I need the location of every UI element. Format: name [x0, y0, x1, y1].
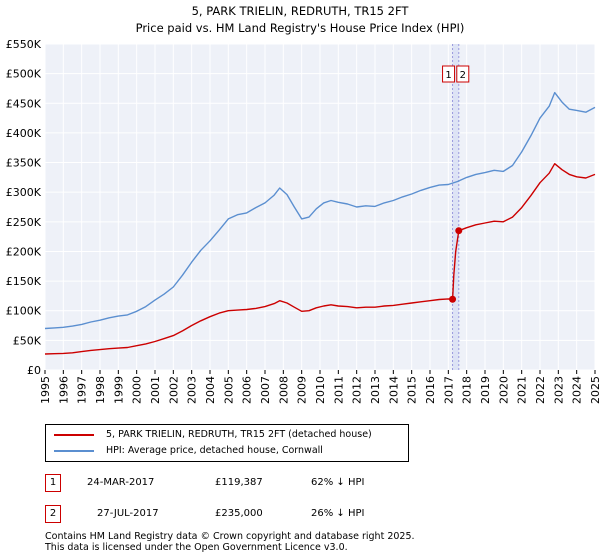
x-tick-label: 2010	[314, 376, 327, 404]
transaction-date: 27-JUL-2017	[97, 508, 159, 519]
x-tick-label: 2004	[204, 376, 217, 404]
series-lines	[44, 91, 596, 355]
x-tick-label: 2013	[369, 376, 382, 404]
legend-item-price: 5, PARK TRIELIN, REDRUTH, TR15 2FT (deta…	[54, 427, 372, 443]
y-tick-label: £350K	[6, 157, 42, 170]
legend-swatch-hpi	[54, 449, 94, 452]
x-tick-label: 2007	[259, 376, 272, 404]
x-tick-label: 2014	[387, 376, 400, 404]
x-tick-label: 2017	[442, 376, 455, 404]
transaction-label: 2	[460, 70, 466, 81]
transaction-shaded-band	[452, 44, 459, 370]
y-tick-label: £400K	[6, 127, 42, 140]
x-tick-label: 2016	[424, 376, 437, 404]
footer-line-2: This data is licensed under the Open Gov…	[45, 542, 348, 553]
legend-label-price: 5, PARK TRIELIN, REDRUTH, TR15 2FT (deta…	[106, 429, 372, 440]
y-tick-label: £450K	[6, 97, 42, 110]
transaction-price: £119,387	[215, 477, 263, 488]
x-tick-label: 2018	[461, 376, 474, 404]
transaction-badge: 2	[45, 505, 61, 523]
legend: 5, PARK TRIELIN, REDRUTH, TR15 2FT (deta…	[45, 424, 409, 462]
transaction-row: 1 24-MAR-2017 £119,387 62% ↓ HPI	[45, 473, 565, 493]
transaction-hpi-note: 62% ↓ HPI	[311, 477, 365, 488]
attribution-footer: Contains HM Land Registry data © Crown c…	[45, 531, 415, 553]
y-axis: £0 £50K £100K £150K £200K £250K £300K £350K £400…	[6, 38, 42, 377]
x-tick-label: 2005	[222, 376, 235, 404]
hpi-series-line	[44, 91, 596, 330]
x-tick-label: 1995	[39, 376, 52, 404]
x-tick-label: 1998	[94, 376, 107, 404]
x-axis: 1995 1996 1997 1998 1999 2000 2001 2002 2003 2004…	[39, 370, 600, 404]
x-tick-label: 2012	[351, 376, 364, 404]
transaction-row: 2 27-JUL-2017 £235,000 26% ↓ HPI	[45, 504, 565, 524]
y-tick-label: £150K	[6, 275, 42, 288]
legend-item-hpi: HPI: Average price, detached house, Corn…	[54, 443, 323, 459]
legend-label-hpi: HPI: Average price, detached house, Corn…	[106, 445, 323, 456]
x-tick-label: 2024	[571, 376, 584, 404]
y-tick-label: £50K	[13, 334, 42, 347]
x-tick-label: 2023	[552, 376, 565, 404]
x-tick-label: 2006	[241, 376, 254, 404]
transaction-highlight	[452, 44, 460, 370]
x-tick-label: 2003	[186, 376, 199, 404]
x-tick-label: 2008	[277, 376, 290, 404]
x-tick-label: 1999	[112, 376, 125, 404]
x-tick-label: 2001	[149, 376, 162, 404]
legend-swatch-price	[54, 433, 94, 436]
chart-title: 5, PARK TRIELIN, REDRUTH, TR15 2FT	[192, 4, 410, 18]
y-tick-label: £100K	[6, 305, 42, 318]
transaction-hpi-note: 26% ↓ HPI	[311, 508, 365, 519]
transaction-point	[449, 295, 457, 303]
x-tick-label: 2002	[167, 376, 180, 404]
transaction-label: 1	[445, 70, 451, 81]
transaction-label-box	[442, 65, 456, 83]
x-tick-label: 2000	[131, 376, 144, 404]
y-tick-label: £200K	[6, 245, 42, 258]
x-tick-label: 2015	[406, 376, 419, 404]
x-tick-label: 2020	[497, 376, 510, 404]
y-tick-label: £0	[27, 364, 41, 377]
x-tick-label: 1996	[57, 376, 70, 404]
x-tick-label: 2019	[479, 376, 492, 404]
transaction-price: £235,000	[215, 508, 263, 519]
transaction-point	[455, 227, 463, 235]
footer-line-1: Contains HM Land Registry data © Crown c…	[45, 531, 415, 542]
y-tick-label: £250K	[6, 216, 42, 229]
transaction-date: 24-MAR-2017	[87, 477, 155, 488]
x-tick-label: 1997	[76, 376, 89, 404]
y-tick-label: £300K	[6, 186, 42, 199]
x-tick-label: 2025	[589, 376, 600, 404]
x-tick-label: 2021	[516, 376, 529, 404]
x-tick-label: 2022	[534, 376, 547, 404]
price-chart: 5, PARK TRIELIN, REDRUTH, TR15 2FT Price…	[6, 4, 600, 404]
x-tick-label: 2009	[296, 376, 309, 404]
y-tick-label: £550K	[6, 38, 42, 51]
y-tick-label: £500K	[6, 68, 42, 81]
transaction-label-box	[456, 65, 470, 83]
chart-subtitle: Price paid vs. HM Land Registry's House …	[136, 21, 465, 35]
price-series-line	[44, 163, 596, 355]
x-tick-label: 2011	[332, 376, 345, 404]
transaction-badge: 1	[45, 474, 61, 492]
